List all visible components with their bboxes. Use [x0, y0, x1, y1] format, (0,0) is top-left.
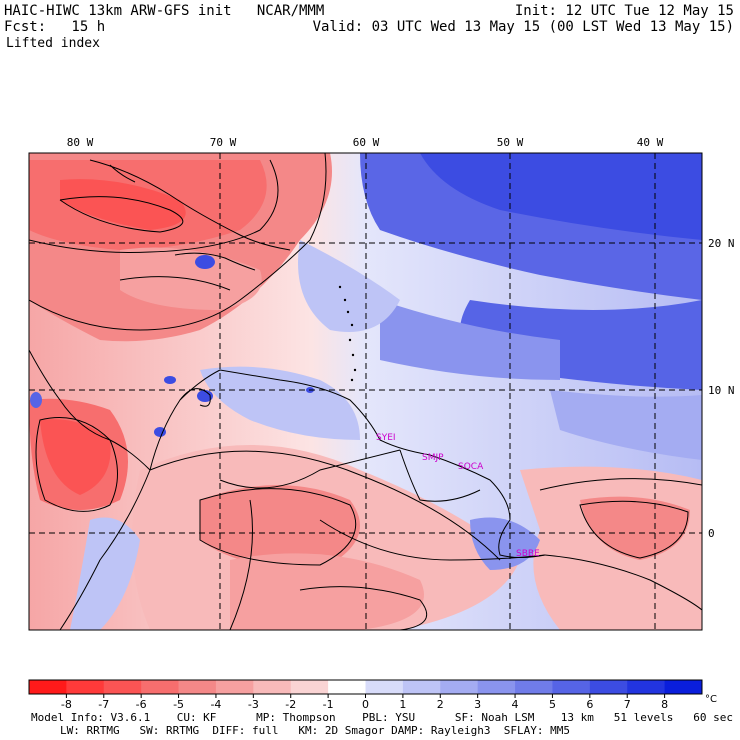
- colorbar-swatch: [365, 680, 404, 694]
- station-label: SBBE: [516, 549, 540, 559]
- colorbar-label: -7: [98, 698, 109, 711]
- colorbar-label: -8: [61, 698, 72, 711]
- forecast-hour: Fcst: 15 h: [4, 19, 106, 35]
- colorbar-unit: °C: [705, 694, 717, 705]
- colorbar-swatch: [215, 680, 254, 694]
- colorbar-label: 5: [549, 698, 556, 711]
- colorbar-swatch: [253, 680, 292, 694]
- lon-label: 70 W: [210, 136, 237, 149]
- colorbar-label: 6: [586, 698, 593, 711]
- colorbar-swatch: [664, 680, 703, 694]
- lat-label: 10 N: [708, 384, 735, 397]
- lat-lon-grid: [29, 153, 702, 630]
- station-label: SYEI: [376, 433, 396, 443]
- colorbar-label: -6: [136, 698, 147, 711]
- colorbar-label: 1: [399, 698, 406, 711]
- colorbar-swatch: [402, 680, 441, 694]
- colorbar-swatch: [29, 680, 67, 694]
- colorbar-label: 3: [474, 698, 481, 711]
- colorbar-swatch: [589, 680, 628, 694]
- lifted-index-field: [29, 153, 702, 630]
- lon-label: 40 W: [637, 136, 664, 149]
- colorbar-swatch: [515, 680, 553, 694]
- colorbar-label: -3: [248, 698, 259, 711]
- footer-model-info: Model Info: V3.6.1 CU: KF MP: Thompson P…: [31, 711, 733, 724]
- footer-physics-info: LW: RRTMG SW: RRTMG DIFF: full KM: 2D Sm…: [60, 724, 570, 737]
- lon-label: 80 W: [67, 136, 94, 149]
- map-frame: [28, 152, 703, 631]
- colorbar-swatch: [328, 680, 366, 694]
- station-label: SOCA: [458, 462, 484, 472]
- colorbar-swatch: [103, 680, 142, 694]
- lat-label: 20 N: [708, 237, 735, 250]
- colorbar-swatch: [440, 680, 479, 694]
- colorbar-label: -5: [173, 698, 184, 711]
- colorbar: -8 -7 -6 -5 -4 -3 -2 -1 0 1 2 3 4 5 6 7 8 °C: [28, 679, 717, 711]
- colorbar-swatch: [178, 680, 217, 694]
- colorbar-swatch: [141, 680, 180, 694]
- colorbar-label: 4: [512, 698, 519, 711]
- colorbar-label: 8: [661, 698, 668, 711]
- colorbar-swatch: [552, 680, 591, 694]
- colorbar-label: -2: [285, 698, 296, 711]
- colorbar-label: 0: [362, 698, 369, 711]
- colorbar-swatch: [66, 680, 105, 694]
- model-title: HAIC-HIWC 13km ARW-GFS init NCAR/MMM: [4, 3, 325, 19]
- colorbar-label: 7: [624, 698, 631, 711]
- lon-label: 60 W: [353, 136, 380, 149]
- colorbar-label: -4: [210, 698, 221, 711]
- colorbar-label: 2: [437, 698, 444, 711]
- lon-label: 50 W: [497, 136, 524, 149]
- colorbar-swatch: [627, 680, 666, 694]
- field-name: Lifted index: [6, 36, 100, 51]
- init-time: Init: 12 UTC Tue 12 May 15: [514, 3, 734, 19]
- valid-time: Valid: 03 UTC Wed 13 May 15 (00 LST Wed …: [312, 19, 734, 35]
- lat-label: 0: [708, 527, 715, 540]
- colorbar-swatch: [290, 680, 329, 694]
- colorbar-label: -1: [323, 698, 334, 711]
- colorbar-swatch: [477, 680, 516, 694]
- station-label: SMJP: [422, 453, 444, 463]
